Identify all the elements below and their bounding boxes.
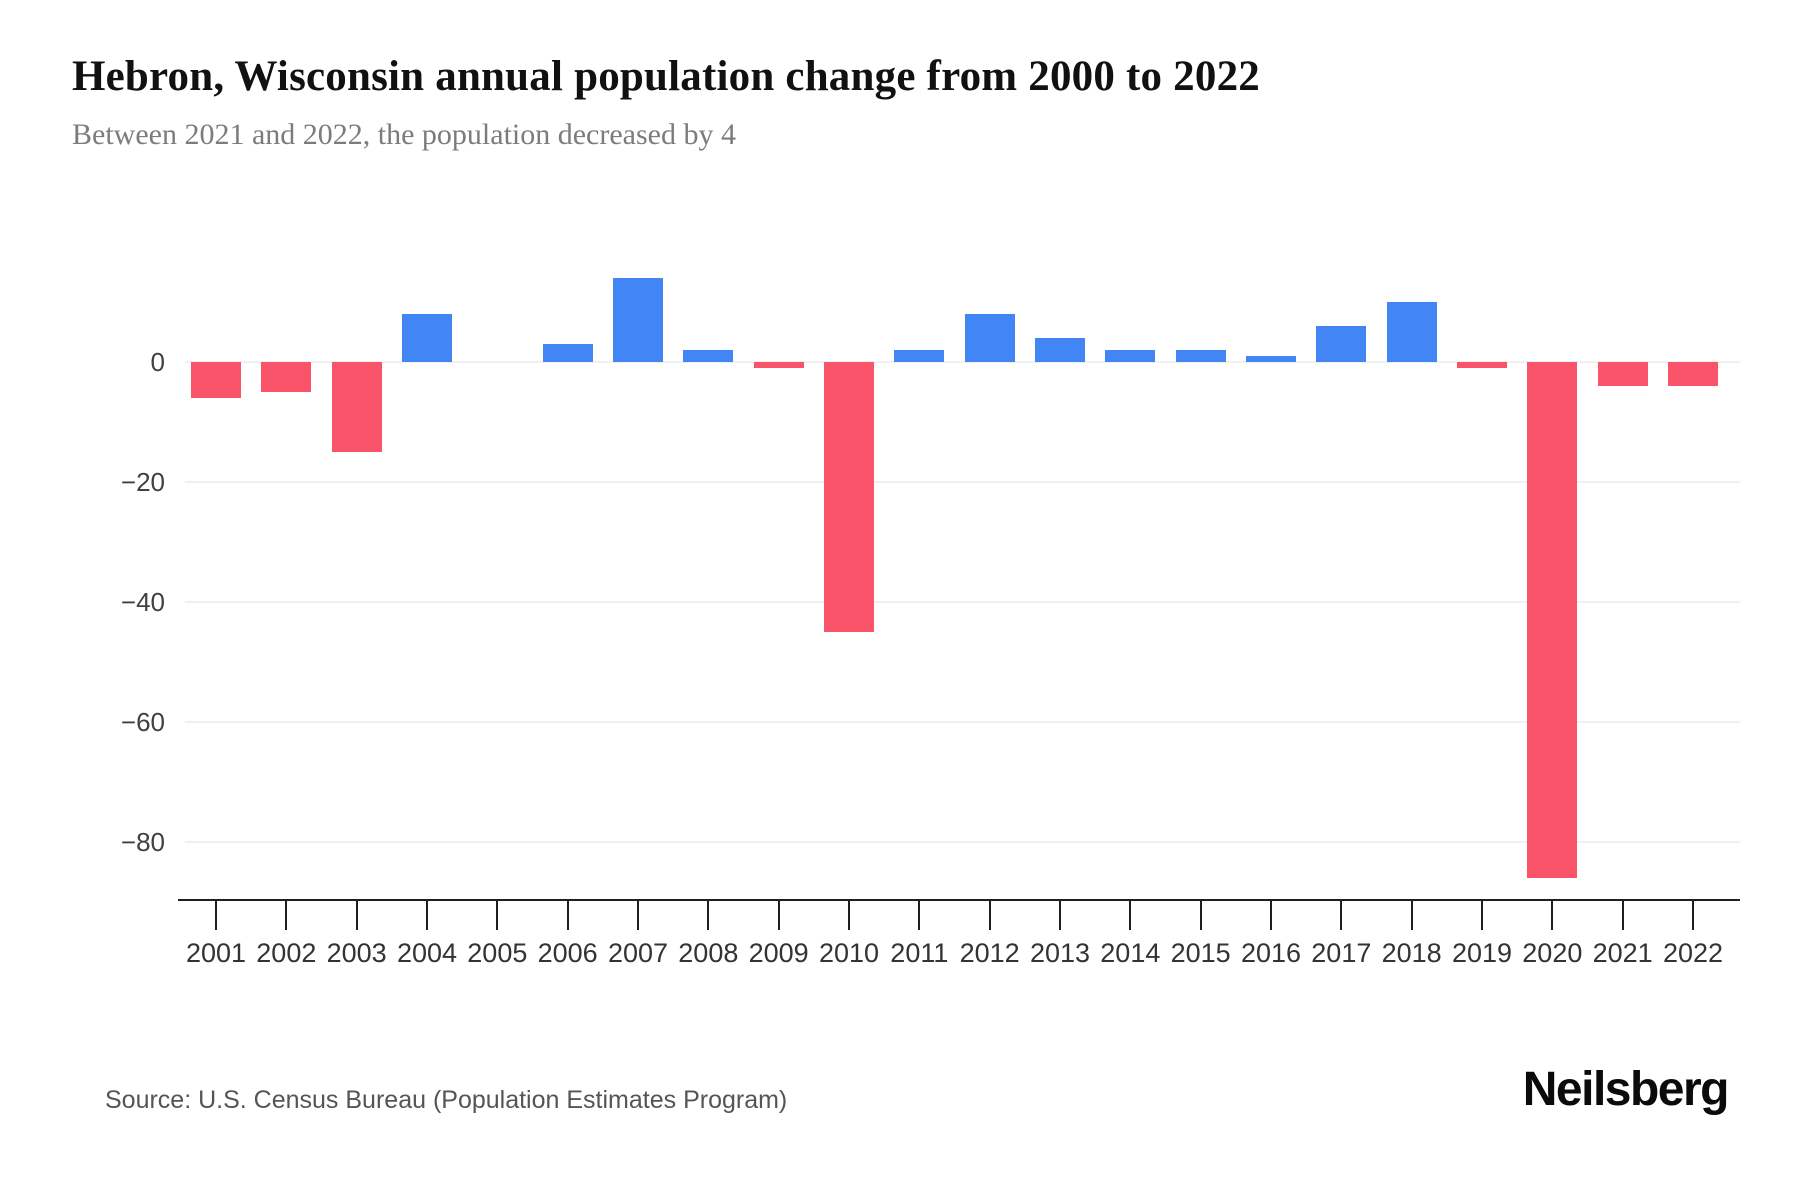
x-axis-tick	[1692, 901, 1694, 930]
x-axis-tick	[285, 901, 288, 930]
bar-2003	[331, 362, 382, 452]
bar-2017	[1316, 326, 1367, 362]
x-axis-tick	[637, 901, 639, 930]
x-axis-label-2007: 2007	[607, 938, 669, 968]
bar-2021	[1597, 362, 1648, 386]
chart-subtitle: Between 2021 and 2022, the population de…	[72, 118, 736, 151]
x-axis-tick	[777, 901, 780, 930]
gridline-0	[185, 361, 1740, 363]
x-axis-label-2015: 2015	[1170, 938, 1231, 968]
x-axis-tick	[1410, 901, 1413, 930]
bar-2006	[542, 344, 593, 362]
y-axis-tick-label: −80	[120, 827, 165, 857]
x-axis-tick	[1199, 901, 1202, 930]
x-axis-line	[178, 899, 1740, 901]
bar-2015	[1175, 350, 1226, 362]
x-axis-tick	[1270, 901, 1272, 930]
x-axis-tick	[1059, 901, 1061, 930]
x-axis-label-2020: 2020	[1522, 938, 1583, 968]
x-axis-label-2014: 2014	[1100, 938, 1161, 968]
gridline-−20	[185, 481, 1740, 483]
gridline-−60	[185, 721, 1740, 723]
x-axis-label-2011: 2011	[890, 938, 949, 968]
x-axis-tick	[215, 901, 217, 930]
bar-2008	[683, 350, 734, 362]
y-axis-tick-label: 0	[150, 347, 165, 377]
x-axis-label-2005: 2005	[467, 938, 528, 968]
chart-title: Hebron, Wisconsin annual population chan…	[72, 53, 1260, 100]
x-axis-tick	[566, 901, 569, 930]
bar-2020	[1527, 362, 1578, 878]
x-axis-tick	[707, 901, 710, 930]
x-axis-tick	[918, 901, 921, 930]
x-axis-tick	[848, 901, 850, 930]
x-axis-tick	[426, 901, 428, 930]
x-axis-label-2009: 2009	[748, 938, 809, 968]
x-axis-label-2003: 2003	[326, 938, 387, 968]
x-axis-label-2019: 2019	[1451, 938, 1513, 968]
x-axis-label-2001: 2001	[185, 938, 247, 968]
x-axis-tick	[1340, 901, 1343, 930]
x-axis-tick	[1129, 901, 1132, 930]
bar-2016	[1246, 356, 1296, 362]
x-axis-label-2016: 2016	[1240, 938, 1302, 968]
x-axis-label-2018: 2018	[1381, 938, 1442, 968]
x-axis-tick	[1551, 901, 1554, 930]
bar-2001	[191, 362, 241, 398]
y-axis-tick-label: −20	[120, 467, 165, 497]
x-axis-label-2017: 2017	[1311, 938, 1372, 968]
brand-logo: Neilsberg	[1522, 1063, 1730, 1116]
bar-2014	[1105, 350, 1156, 362]
y-axis-tick-label: −60	[120, 707, 165, 737]
x-axis-tick	[1481, 901, 1483, 930]
bar-2012	[964, 314, 1015, 362]
x-axis-label-2012: 2012	[959, 938, 1020, 968]
x-axis-tick	[355, 901, 358, 930]
bar-2013	[1035, 338, 1085, 362]
bar-2002	[261, 362, 312, 392]
source-text: Source: U.S. Census Bureau (Population E…	[105, 1086, 788, 1114]
gridline-−80	[185, 841, 1740, 843]
bar-2010	[824, 362, 874, 632]
bar-2004	[402, 314, 452, 362]
bar-2022	[1668, 362, 1718, 386]
y-axis-tick-label: −40	[120, 587, 165, 617]
x-axis-label-2004: 2004	[396, 938, 458, 968]
bar-2019	[1457, 362, 1507, 368]
x-axis-label-2021: 2021	[1592, 938, 1653, 968]
x-axis-tick	[1621, 901, 1624, 930]
bar-2009	[753, 362, 804, 368]
x-axis-label-2010: 2010	[818, 938, 880, 968]
x-axis-label-2006: 2006	[537, 938, 598, 968]
bar-2007	[613, 278, 663, 362]
gridline-−40	[185, 601, 1740, 603]
x-axis-tick	[496, 901, 499, 930]
x-axis-label-2002: 2002	[256, 938, 317, 968]
bar-2011	[894, 350, 945, 362]
bar-2018	[1386, 302, 1437, 362]
x-axis-tick	[988, 901, 991, 930]
x-axis-label-2008: 2008	[678, 938, 739, 968]
x-axis-label-2013: 2013	[1029, 938, 1091, 968]
x-axis-label-2022: 2022	[1662, 938, 1724, 968]
